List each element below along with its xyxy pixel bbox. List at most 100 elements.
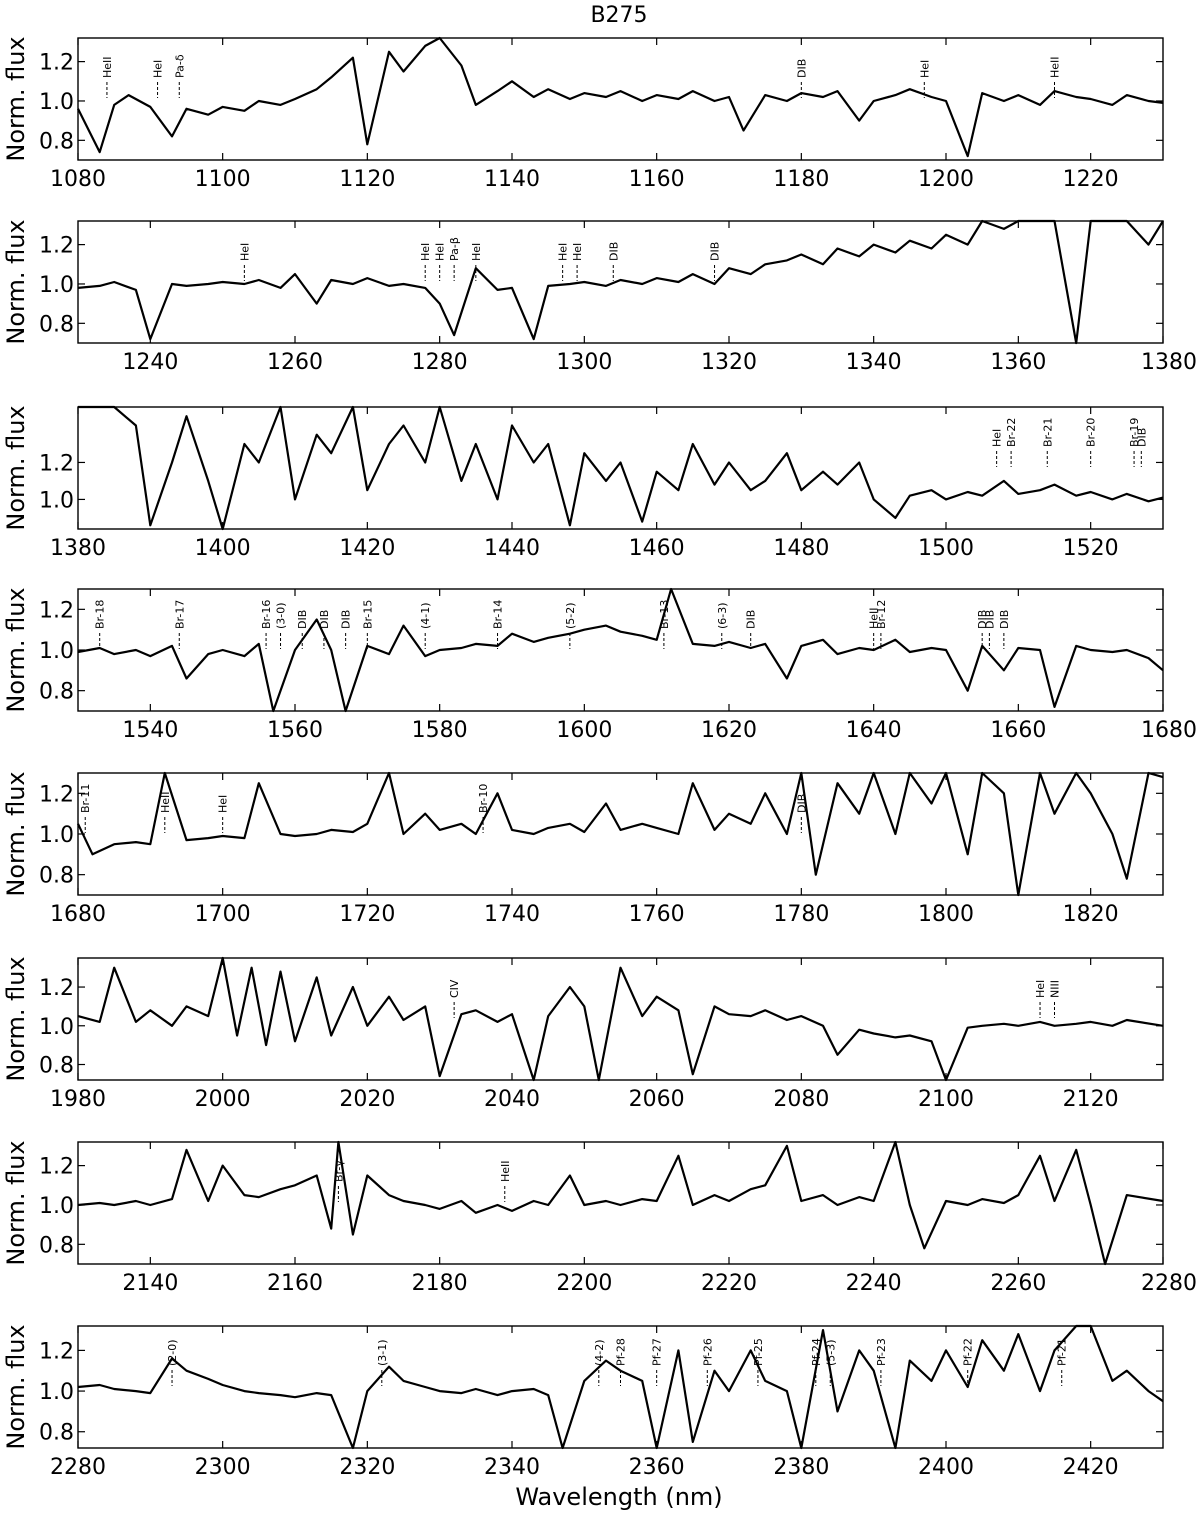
x-tick-label: 2300: [195, 1455, 251, 1480]
x-tick-label: 1680: [50, 902, 106, 927]
y-axis-label: Norm. flux: [2, 587, 30, 712]
y-tick-label: 1.0: [39, 488, 74, 513]
y-tick-label: 0.8: [39, 129, 74, 154]
x-tick-label: 2140: [122, 1271, 178, 1296]
line-id-label: Pf-26: [701, 1338, 714, 1366]
y-axis-label: Norm. flux: [2, 1324, 30, 1449]
x-tick-label: 1560: [267, 718, 323, 743]
line-id-label: (5-3): [824, 1339, 837, 1366]
line-id-label: HeII: [1049, 56, 1062, 78]
y-tick-label: 1.2: [39, 598, 74, 623]
line-id-label: NIII: [1049, 980, 1062, 998]
x-tick-label: 1680: [1141, 718, 1197, 743]
x-tick-label: 1620: [701, 718, 757, 743]
x-tick-label: 1460: [629, 536, 685, 561]
line-id-label: Br-12: [875, 600, 888, 629]
line-id-label: (4-1): [419, 602, 432, 629]
line-id-label: HeII: [101, 56, 114, 78]
spectrum-line: [77, 587, 1164, 713]
line-id-label: HeI: [152, 60, 165, 78]
x-tick-label: 2280: [1141, 1271, 1197, 1296]
y-tick-label: 1.2: [39, 782, 74, 807]
y-tick-label: 0.8: [39, 1233, 74, 1258]
line-id-label: Br-γ: [332, 1160, 345, 1182]
line-id-label: (5-2): [564, 602, 577, 629]
line-id-label: (3-1): [376, 1339, 389, 1366]
line-id-label: DIB: [795, 59, 808, 78]
line-id-label: DIB: [296, 610, 309, 629]
x-tick-label: 1660: [990, 718, 1046, 743]
line-id-label: Br-13: [658, 600, 671, 629]
line-id-label: HeI: [991, 429, 1004, 447]
plot-frame: [77, 37, 1164, 161]
x-axis-label: Wavelength (nm): [515, 1483, 722, 1511]
x-tick-label: 2420: [1063, 1455, 1119, 1480]
line-id-label: Br-17: [173, 600, 186, 629]
line-id-label: DIB: [709, 242, 722, 261]
line-id-label: HeII: [159, 791, 172, 813]
y-axis-label: Norm. flux: [2, 405, 30, 530]
line-id-label: HeI: [217, 795, 230, 813]
x-tick-label: 2060: [629, 1087, 685, 1112]
x-tick-label: 2160: [267, 1271, 323, 1296]
x-tick-label: 1380: [1141, 350, 1197, 375]
line-id-label: Pf-22: [962, 1338, 975, 1366]
y-tick-label: 1.0: [39, 639, 74, 664]
panel-1: 1080 1100 1120 1140 1160 1180 1200 1220 0.8 1.0 1.…: [2, 36, 1164, 192]
x-tick-label: 1480: [773, 536, 829, 561]
x-tick-label: 2260: [990, 1271, 1046, 1296]
panel-6: 1980 2000 2020 2040 2060 2080 2100 2120 0.8 1.0 1.…: [2, 956, 1164, 1112]
line-id-label: Pf-25: [752, 1338, 765, 1366]
x-tick-label: 1540: [122, 718, 178, 743]
plot-frame: [77, 220, 1164, 344]
x-tick-label: 1760: [629, 902, 685, 927]
panel-8: 2280 2300 2320 2340 2360 2380 2400 2420 0.8 1.0 1.…: [2, 1324, 1164, 1480]
x-tick-label: 1720: [339, 902, 395, 927]
x-tick-label: 1740: [484, 902, 540, 927]
x-tick-label: 2340: [484, 1455, 540, 1480]
spectrum-line: [77, 36, 1164, 158]
x-tick-label: 1440: [484, 536, 540, 561]
line-id-label: Pf-27: [651, 1338, 664, 1366]
spectrum-line: [77, 219, 1164, 345]
y-axis-label: Norm. flux: [2, 36, 30, 161]
line-id-label: HeII: [868, 607, 881, 629]
line-id-label: Pf-24: [810, 1338, 823, 1366]
line-id-label: DIB: [607, 242, 620, 261]
line-id-label: HeI: [571, 243, 584, 261]
y-tick-label: 1.2: [39, 1339, 74, 1364]
panel-5: 1680 1700 1720 1740 1760 1780 1800 1820 0.8 1.0 1.…: [2, 771, 1164, 927]
y-axis-label: Norm. flux: [2, 771, 30, 896]
y-tick-label: 1.0: [39, 273, 74, 298]
x-tick-label: 2000: [195, 1087, 251, 1112]
x-tick-label: 1280: [412, 350, 468, 375]
spectrum-line: [77, 956, 1164, 1082]
x-tick-label: 1360: [990, 350, 1046, 375]
y-tick-label: 1.2: [39, 234, 74, 259]
x-tick-label: 1500: [918, 536, 974, 561]
y-tick-label: 0.8: [39, 312, 74, 337]
x-tick-label: 2200: [556, 1271, 612, 1296]
line-id-label: Br-14: [492, 600, 505, 629]
y-tick-label: 1.0: [39, 823, 74, 848]
line-id-label: Pf-21: [1056, 1338, 1069, 1366]
x-tick-label: 2080: [773, 1087, 829, 1112]
x-tick-label: 2380: [773, 1455, 829, 1480]
spectrum-line: [77, 771, 1164, 897]
x-tick-label: 1220: [1063, 167, 1119, 192]
x-tick-label: 1380: [50, 536, 106, 561]
x-tick-label: 1700: [195, 902, 251, 927]
plot-frame: [77, 406, 1164, 530]
plot-frame: [77, 957, 1164, 1081]
y-tick-label: 1.0: [39, 90, 74, 115]
line-id-label: HeI: [470, 243, 483, 261]
x-tick-label: 1580: [412, 718, 468, 743]
x-tick-label: 1420: [339, 536, 395, 561]
line-id-label: DIB: [976, 610, 989, 629]
line-id-label: Pa-δ: [173, 54, 186, 78]
x-tick-label: 1100: [195, 167, 251, 192]
y-tick-label: 0.8: [39, 1421, 74, 1446]
line-id-label: Br-15: [361, 600, 374, 629]
line-id-label: CIV: [448, 979, 461, 998]
plot-frame: [77, 1325, 1164, 1449]
